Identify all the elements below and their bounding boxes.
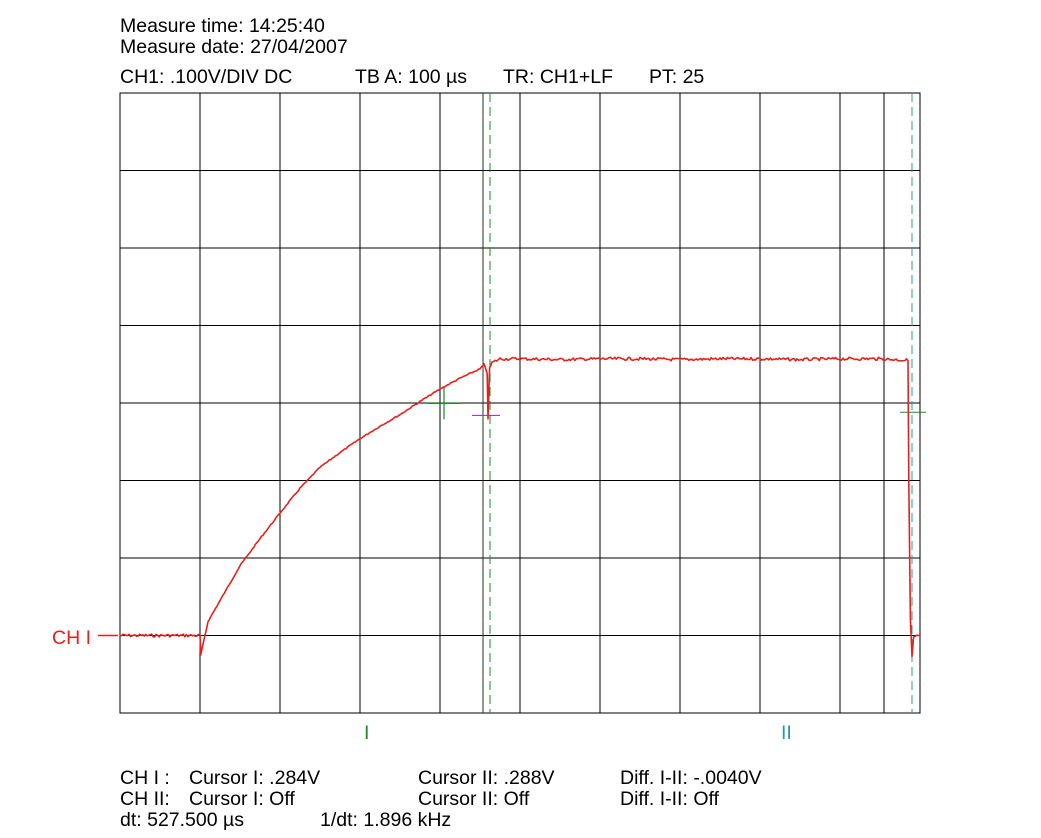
trace-layer bbox=[98, 356, 920, 658]
pretrigger-setting: PT: 25 bbox=[649, 66, 705, 88]
trigger-setting: TR: CH1+LF bbox=[503, 66, 613, 88]
channel-setting: CH1: .100V/DIV DC bbox=[120, 66, 293, 88]
channel-marker-label: CH I bbox=[52, 627, 91, 649]
ch1-trace bbox=[119, 356, 920, 658]
cursor-layer bbox=[428, 93, 926, 713]
readout-inverse-dt: 1/dt: 1.896 kHz bbox=[320, 809, 452, 831]
readout-row2-channel: CH II: bbox=[120, 788, 170, 810]
readout-row2-cursor2: Cursor II: Off bbox=[418, 788, 530, 810]
readout-dt: dt: 527.500 µs bbox=[120, 809, 244, 831]
cursor-ii-label: II bbox=[781, 722, 792, 744]
timebase-setting: TB A: 100 µs bbox=[355, 66, 468, 88]
measure-date: Measure date: 27/04/2007 bbox=[120, 36, 348, 58]
graticule bbox=[119, 92, 921, 714]
readout-row1-cursor1: Cursor I: .284V bbox=[189, 767, 321, 789]
measure-time: Measure time: 14:25:40 bbox=[120, 15, 325, 37]
readout-row1-channel: CH I : bbox=[120, 767, 170, 789]
cursor-i-label: I bbox=[364, 722, 370, 744]
readout-row1-diff: Diff. I-II: -.0040V bbox=[620, 767, 762, 789]
readout-row2-diff: Diff. I-II: Off bbox=[620, 788, 719, 810]
readout-row2-cursor1: Cursor I: Off bbox=[189, 788, 295, 810]
readout-row1-cursor2: Cursor II: .288V bbox=[418, 767, 555, 789]
